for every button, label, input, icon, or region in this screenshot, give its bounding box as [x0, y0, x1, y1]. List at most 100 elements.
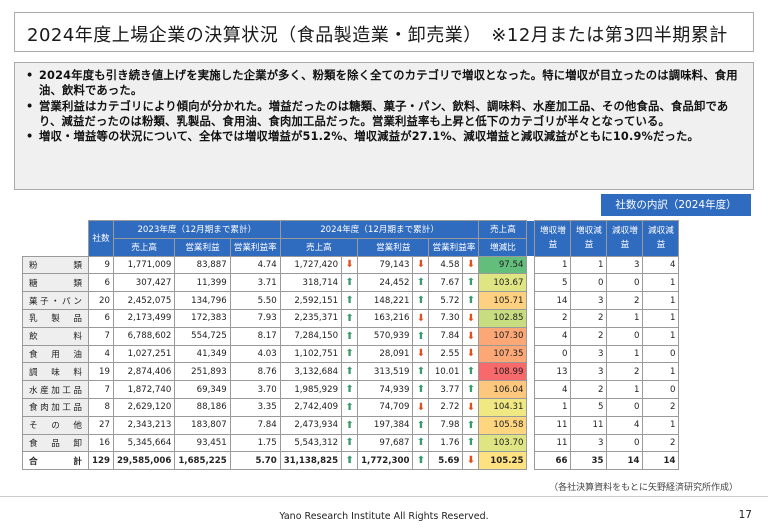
total-row: 合計 129 29,585,006 1,685,225 5.70 31,138,825 ⬆ 1…	[22, 451, 680, 471]
table-row: 糖類 6 307,427 11,399 3.71 318,714 ⬆ 24,452 ⬆ 7.67 ⬆…	[22, 273, 680, 293]
opm-2023-cell: 8.17	[229, 326, 281, 346]
opm-arrow-cell: ⬆	[462, 415, 480, 435]
breakdown-cell: 4	[534, 326, 572, 346]
arrow-up-icon: ⬆	[416, 437, 426, 449]
breakdown-cell: 11	[534, 433, 572, 453]
sales-2023-cell: 2,343,213	[112, 415, 176, 435]
opm-arrow-cell: ⬇	[462, 326, 480, 346]
opm-arrow-cell: ⬇	[462, 255, 480, 275]
category-cell: 乳製品	[22, 308, 89, 328]
corner-blank	[22, 220, 89, 239]
arrow-down-icon: ⬇	[345, 259, 354, 271]
op-2024-cell: 197,384	[357, 415, 414, 435]
results-table: 社数 2023年度（12月期まで累計） 2024年度（12月期まで累計） 売上高…	[22, 220, 680, 471]
op-2023-cell: 183,807	[174, 415, 231, 435]
op-2023-cell: 1,685,225	[174, 451, 231, 471]
sales-ratio-cell: 104.31	[478, 397, 528, 417]
op-arrow-cell: ⬆	[412, 451, 430, 471]
sales-ratio-cell: 108.99	[478, 362, 528, 382]
company-count-cell: 129	[88, 451, 114, 471]
sales-arrow-cell: ⬆	[341, 451, 359, 471]
table-row: 食用油 4 1,027,251 41,349 4.03 1,102,751 ⬆ 28,091 ⬇…	[22, 344, 680, 364]
sales-arrow-cell: ⬆	[341, 326, 359, 346]
op-2023-cell: 83,887	[174, 255, 231, 275]
company-count-cell: 9	[88, 255, 114, 275]
op-2023-cell: 93,451	[174, 433, 231, 453]
opm-2024-cell: 5.69	[428, 451, 464, 471]
table-row: 調味料 19 2,874,406 251,893 8.76 3,132,684 ⬆ 313,5…	[22, 362, 680, 382]
opm-2024-cell: 7.84	[428, 326, 464, 346]
header-op-2023: 営業利益	[174, 237, 231, 257]
opm-2024-cell: 2.55	[428, 344, 464, 364]
sales-2024-cell: 3,132,684	[279, 362, 343, 382]
opm-2023-cell: 7.93	[229, 308, 281, 328]
category-cell: 粉類	[22, 255, 89, 275]
op-arrow-cell: ⬇	[412, 344, 430, 364]
company-count-cell: 27	[88, 415, 114, 435]
sales-arrow-cell: ⬆	[341, 308, 359, 328]
category-cell: 水産加工品	[22, 380, 89, 399]
breakdown-cell: 1	[642, 415, 680, 435]
breakdown-cell: 1	[642, 291, 680, 310]
sales-arrow-cell: ⬆	[341, 273, 359, 293]
sales-2023-cell: 1,027,251	[112, 344, 176, 364]
sales-arrow-cell: ⬆	[341, 362, 359, 382]
sales-ratio-cell: 106.04	[478, 380, 528, 399]
sales-2023-cell: 2,874,406	[112, 362, 176, 382]
company-count-cell: 6	[88, 308, 114, 328]
arrow-down-icon: ⬇	[466, 312, 476, 324]
table-row: 乳製品 6 2,173,499 172,383 7.93 2,235,371 ⬆ 163,21…	[22, 308, 680, 328]
table-row: 水産加工品 7 1,872,740 69,349 3.70 1,985,929 ⬆ 74,93…	[22, 380, 680, 399]
breakdown-cell: 14	[534, 291, 572, 310]
op-2024-cell: 313,519	[357, 362, 414, 382]
header-2024: 2024年度（12月期まで累計）	[279, 220, 480, 239]
footer-divider	[0, 496, 768, 497]
table-row: 食肉加工品 8 2,629,120 88,186 3.35 2,742,409 ⬆ 74,70…	[22, 397, 680, 417]
arrow-up-icon: ⬆	[345, 401, 354, 413]
op-arrow-cell: ⬇	[412, 397, 430, 417]
sales-ratio-cell: 107.35	[478, 344, 528, 364]
opm-2023-cell: 7.84	[229, 415, 281, 435]
header-b3: 減収増益	[606, 220, 644, 257]
arrow-down-icon: ⬇	[466, 348, 476, 360]
header-ratio-2: 増減比	[478, 237, 528, 257]
sales-2024-cell: 2,473,934	[279, 415, 343, 435]
breakdown-cell: 14	[606, 451, 644, 471]
op-2024-cell: 74,939	[357, 380, 414, 399]
op-2023-cell: 11,399	[174, 273, 231, 293]
arrow-down-icon: ⬇	[416, 259, 426, 271]
opm-2024-cell: 2.72	[428, 397, 464, 417]
arrow-up-icon: ⬆	[345, 437, 354, 449]
header-op-2024: 営業利益	[357, 237, 430, 257]
op-arrow-cell: ⬆	[412, 362, 430, 382]
breakdown-cell: 2	[606, 362, 644, 382]
summary-bullet: 2024年度も引き続き値上げを実施した企業が多く、粉類を除く全てのカテゴリで増収…	[25, 68, 743, 99]
arrow-up-icon: ⬆	[345, 277, 354, 289]
arrow-up-icon: ⬆	[466, 277, 476, 289]
sales-arrow-cell: ⬆	[341, 433, 359, 453]
header-ratio-1: 売上高	[478, 220, 528, 239]
breakdown-cell: 0	[606, 273, 644, 293]
op-2024-cell: 97,687	[357, 433, 414, 453]
sales-ratio-cell: 97.54	[478, 255, 528, 275]
opm-arrow-cell: ⬇	[462, 308, 480, 328]
breakdown-cell: 2	[642, 397, 680, 417]
sales-arrow-cell: ⬆	[341, 344, 359, 364]
opm-2023-cell: 8.76	[229, 362, 281, 382]
summary-bullet: 営業利益はカテゴリにより傾向が分かれた。増益だったのは糖類、菓子・パン、飲料、調…	[25, 99, 743, 130]
arrow-up-icon: ⬆	[466, 437, 476, 449]
arrow-up-icon: ⬆	[416, 277, 426, 289]
title-box: 2024年度上場企業の決算状況（食品製造業・卸売業） ※12月または第3四半期累…	[14, 12, 754, 52]
op-arrow-cell: ⬆	[412, 433, 430, 453]
sales-2023-cell: 307,427	[112, 273, 176, 293]
arrow-up-icon: ⬆	[466, 366, 476, 378]
breakdown-cell: 35	[570, 451, 608, 471]
breakdown-cell: 1	[606, 308, 644, 328]
op-2023-cell: 69,349	[174, 380, 231, 399]
table-row: 飲料 7 6,788,602 554,725 8.17 7,284,150 ⬆ 570,939…	[22, 326, 680, 346]
opm-2023-cell: 3.71	[229, 273, 281, 293]
breakdown-cell: 3	[570, 362, 608, 382]
breakdown-cell: 1	[534, 255, 572, 275]
copyright: Yano Research Institute All Rights Reser…	[279, 511, 489, 522]
breakdown-title: 社数の内訳（2024年度）	[601, 194, 751, 216]
